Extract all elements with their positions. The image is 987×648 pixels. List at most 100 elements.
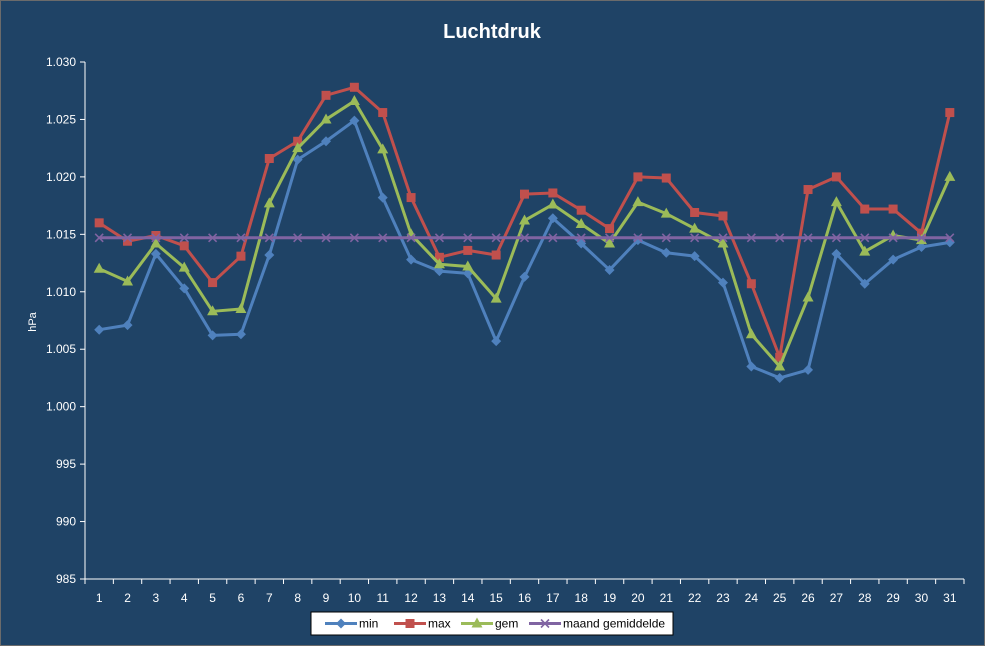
legend-label: maand gemiddelde: [563, 617, 665, 631]
axes: 9859909951.0001.0051.0101.0151.0201.0251…: [46, 55, 965, 605]
data-point-max: [916, 228, 926, 238]
data-point-maand-gemiddelde: [122, 233, 133, 243]
x-tick-label: 5: [209, 591, 216, 605]
data-point-maand-gemiddelde: [945, 233, 955, 243]
legend-item-maand-gemiddelde: maand gemiddelde: [529, 617, 665, 631]
data-point-min: [179, 283, 190, 294]
data-point-gem: [575, 217, 587, 228]
x-tick-label: 26: [801, 591, 815, 605]
x-tick-label: 8: [294, 591, 301, 605]
data-point-gem: [207, 305, 219, 316]
x-tick-label: 16: [518, 591, 532, 605]
data-point-gem: [348, 95, 360, 106]
data-point-max: [406, 193, 416, 203]
x-tick-label: 3: [153, 591, 160, 605]
legend-swatch-marker: [471, 617, 483, 628]
data-point-max: [349, 82, 359, 92]
data-point-max: [264, 154, 274, 164]
series-line-gem: [98, 99, 952, 368]
data-point-maand-gemiddelde: [293, 233, 303, 243]
data-point-max: [831, 172, 841, 182]
x-tick-label: 19: [603, 591, 617, 605]
data-point-gem: [774, 360, 786, 371]
x-tick-label: 28: [858, 591, 872, 605]
data-point-gem: [745, 328, 757, 339]
data-point-max: [860, 204, 870, 214]
data-point-maand-gemiddelde: [491, 233, 501, 243]
data-point-maand-gemiddelde: [378, 233, 388, 243]
data-point-max: [94, 218, 104, 228]
y-tick-label: 1.005: [46, 342, 76, 356]
data-point-gem: [490, 292, 502, 303]
data-point-min: [547, 213, 558, 224]
data-point-maand-gemiddelde: [236, 233, 246, 243]
data-point-maand-gemiddelde: [916, 233, 927, 243]
y-tick-label: 1.010: [46, 285, 76, 299]
data-point-min: [831, 248, 842, 259]
x-tick-label: 25: [773, 591, 787, 605]
data-point-maand-gemiddelde: [718, 233, 728, 243]
x-tick-label: 21: [660, 591, 674, 605]
data-point-gem: [604, 237, 616, 248]
data-point-min: [349, 115, 360, 126]
data-point-maand-gemiddelde: [548, 233, 558, 243]
legend: min max gem maand gemiddelde: [310, 611, 674, 636]
y-tick-label: 1.020: [46, 170, 76, 184]
data-point-gem: [660, 207, 672, 218]
x-tick-label: 22: [688, 591, 702, 605]
data-point-maand-gemiddelde: [463, 233, 473, 243]
x-tick-label: 12: [404, 591, 418, 605]
y-tick-label: 995: [56, 457, 76, 471]
data-point-max: [548, 188, 558, 198]
x-tick-label: 20: [631, 591, 645, 605]
x-tick-label: 7: [266, 591, 273, 605]
data-point-min: [94, 324, 105, 335]
x-tick-label: 31: [943, 591, 957, 605]
data-point-maand-gemiddelde: [208, 233, 218, 243]
data-point-maand-gemiddelde: [604, 233, 615, 243]
data-point-maand-gemiddelde: [661, 233, 671, 243]
x-tick-label: 24: [745, 591, 759, 605]
data-point-max: [378, 108, 388, 118]
data-point-gem: [320, 113, 332, 124]
data-point-gem: [944, 170, 956, 181]
data-point-max: [605, 224, 615, 234]
data-point-max: [803, 185, 813, 195]
data-point-min: [406, 254, 417, 265]
data-point-min: [661, 247, 672, 258]
chart-title: Luchtdruk: [443, 21, 542, 43]
data-point-gem: [150, 237, 162, 248]
data-point-max: [321, 90, 331, 100]
data-point-maand-gemiddelde: [264, 233, 274, 243]
data-point-gem: [292, 142, 304, 153]
data-point-max: [718, 211, 728, 221]
legend-label: max: [428, 617, 451, 631]
data-point-maand-gemiddelde: [860, 233, 870, 243]
y-tick-label: 1.000: [46, 400, 76, 414]
data-point-max: [463, 245, 473, 255]
data-point-max: [123, 236, 133, 246]
data-point-gem: [547, 198, 559, 209]
data-point-maand-gemiddelde: [151, 233, 161, 243]
data-point-maand-gemiddelde: [321, 233, 331, 243]
x-tick-label: 4: [181, 591, 188, 605]
y-axis-label: hPa: [27, 311, 39, 331]
data-point-max: [633, 172, 643, 182]
legend-swatch-marker: [405, 619, 415, 628]
data-point-maand-gemiddelde: [519, 233, 530, 243]
data-point-min: [859, 278, 870, 289]
series-min: [94, 115, 955, 383]
data-point-min: [292, 154, 303, 165]
data-point-max: [576, 205, 586, 215]
legend-label: min: [359, 617, 378, 631]
data-point-min: [207, 330, 218, 341]
data-point-gem: [859, 245, 871, 256]
data-point-gem: [122, 275, 134, 286]
data-point-gem: [178, 261, 190, 272]
data-point-maand-gemiddelde: [576, 233, 586, 243]
x-tick-label: 23: [716, 591, 730, 605]
legend-item-min: min: [325, 617, 378, 631]
data-point-gem: [632, 196, 644, 207]
data-point-max: [179, 241, 189, 251]
y-tick-label: 1.025: [46, 112, 76, 126]
